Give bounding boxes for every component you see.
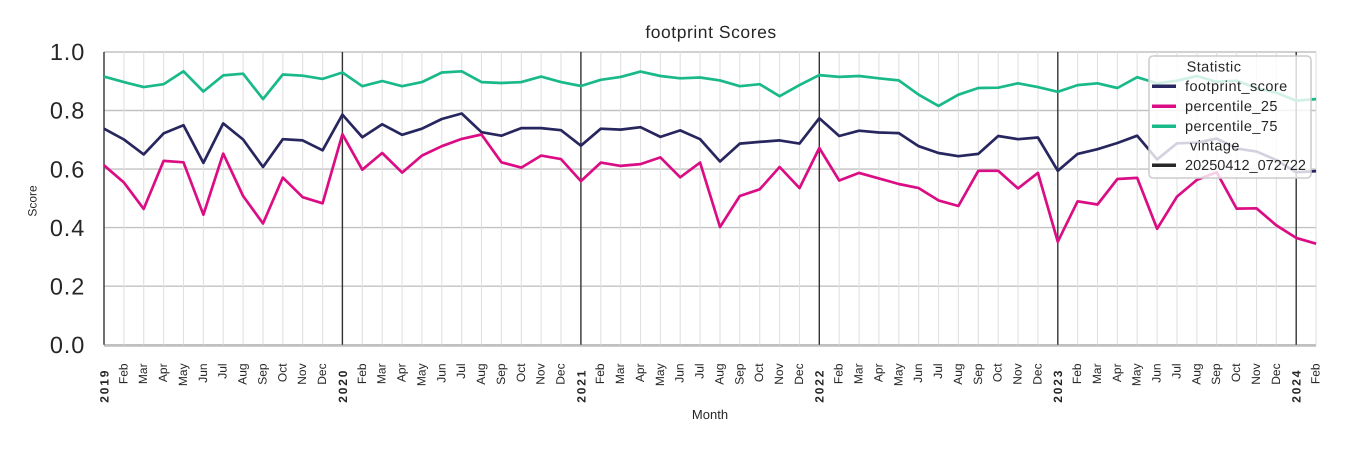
svg-text:Dec: Dec [1030, 363, 1044, 384]
svg-text:Feb: Feb [1309, 363, 1323, 384]
svg-text:May: May [1130, 363, 1144, 386]
svg-text:Score: Score [26, 185, 40, 217]
svg-text:Aug: Aug [713, 363, 727, 384]
svg-text:Oct: Oct [1229, 363, 1243, 382]
svg-text:Nov: Nov [295, 363, 309, 384]
svg-text:Jul: Jul [693, 363, 707, 378]
svg-text:Apr: Apr [871, 363, 885, 382]
svg-text:Statistic: Statistic [1187, 59, 1242, 75]
svg-text:Aug: Aug [951, 363, 965, 384]
svg-text:Feb: Feb [116, 363, 130, 384]
svg-text:Dec: Dec [792, 363, 806, 384]
svg-text:2023: 2023 [1051, 369, 1065, 403]
svg-text:percentile_75: percentile_75 [1185, 119, 1278, 135]
svg-text:Jun: Jun [434, 363, 448, 382]
svg-text:Mar: Mar [852, 363, 866, 384]
svg-text:Apr: Apr [633, 363, 647, 382]
svg-text:Sep: Sep [494, 363, 508, 385]
svg-text:Oct: Oct [275, 363, 289, 382]
svg-text:Feb: Feb [593, 363, 607, 384]
svg-text:Jun: Jun [1150, 363, 1164, 382]
svg-text:Sep: Sep [256, 363, 270, 385]
svg-text:Sep: Sep [732, 363, 746, 385]
svg-text:Nov: Nov [1011, 363, 1025, 384]
svg-text:Oct: Oct [752, 363, 766, 382]
svg-text:2024: 2024 [1290, 369, 1304, 403]
svg-text:Apr: Apr [1110, 363, 1124, 382]
svg-text:Jul: Jul [454, 363, 468, 378]
svg-text:Mar: Mar [1090, 363, 1104, 384]
svg-text:Jun: Jun [673, 363, 687, 382]
svg-text:0.4: 0.4 [50, 215, 85, 241]
svg-text:Jul: Jul [931, 363, 945, 378]
svg-text:Aug: Aug [1189, 363, 1203, 384]
svg-text:Apr: Apr [156, 363, 170, 382]
svg-text:Apr: Apr [395, 363, 409, 382]
svg-text:Dec: Dec [554, 363, 568, 384]
svg-text:Jul: Jul [216, 363, 230, 378]
svg-text:Mar: Mar [136, 363, 150, 384]
svg-text:2020: 2020 [336, 369, 350, 403]
svg-text:May: May [176, 363, 190, 386]
svg-text:Jun: Jun [196, 363, 210, 382]
svg-text:Dec: Dec [1269, 363, 1283, 384]
svg-text:May: May [653, 363, 667, 386]
svg-text:Nov: Nov [1249, 363, 1263, 384]
svg-text:Aug: Aug [236, 363, 250, 384]
svg-text:Jun: Jun [911, 363, 925, 382]
svg-text:Mar: Mar [375, 363, 389, 384]
svg-text:footprint_score: footprint_score [1185, 79, 1288, 95]
svg-text:Jul: Jul [1170, 363, 1184, 378]
svg-text:percentile_25: percentile_25 [1185, 99, 1278, 115]
svg-text:Feb: Feb [832, 363, 846, 384]
svg-text:Month: Month [692, 407, 728, 422]
svg-text:Aug: Aug [474, 363, 488, 384]
svg-text:footprint Scores: footprint Scores [645, 22, 776, 42]
svg-text:20250412_072722: 20250412_072722 [1185, 158, 1306, 174]
svg-text:Sep: Sep [1209, 363, 1223, 385]
svg-text:Nov: Nov [772, 363, 786, 384]
svg-text:0.6: 0.6 [50, 156, 85, 182]
svg-text:Mar: Mar [613, 363, 627, 384]
svg-text:0.2: 0.2 [50, 273, 85, 299]
svg-text:Oct: Oct [514, 363, 528, 382]
svg-text:Feb: Feb [1070, 363, 1084, 384]
svg-text:1.0: 1.0 [50, 39, 85, 65]
svg-text:0.0: 0.0 [50, 332, 85, 358]
svg-text:0.8: 0.8 [50, 98, 85, 124]
svg-text:May: May [414, 363, 428, 386]
svg-text:Dec: Dec [315, 363, 329, 384]
svg-text:Feb: Feb [355, 363, 369, 384]
svg-text:Sep: Sep [971, 363, 985, 385]
svg-text:2019: 2019 [97, 369, 111, 403]
svg-text:Nov: Nov [534, 363, 548, 384]
svg-text:2022: 2022 [813, 369, 827, 403]
svg-text:May: May [891, 363, 905, 386]
svg-text:vintage: vintage [1190, 139, 1240, 155]
svg-text:2021: 2021 [574, 369, 588, 403]
svg-text:Oct: Oct [991, 363, 1005, 382]
